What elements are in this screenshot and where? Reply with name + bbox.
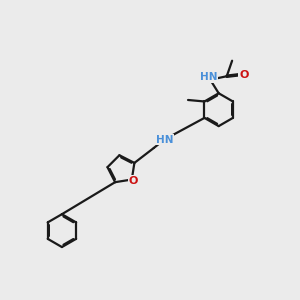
Text: O: O [239, 70, 248, 80]
Text: O: O [129, 176, 138, 186]
Text: HN: HN [155, 135, 173, 145]
Text: HN: HN [200, 72, 218, 82]
